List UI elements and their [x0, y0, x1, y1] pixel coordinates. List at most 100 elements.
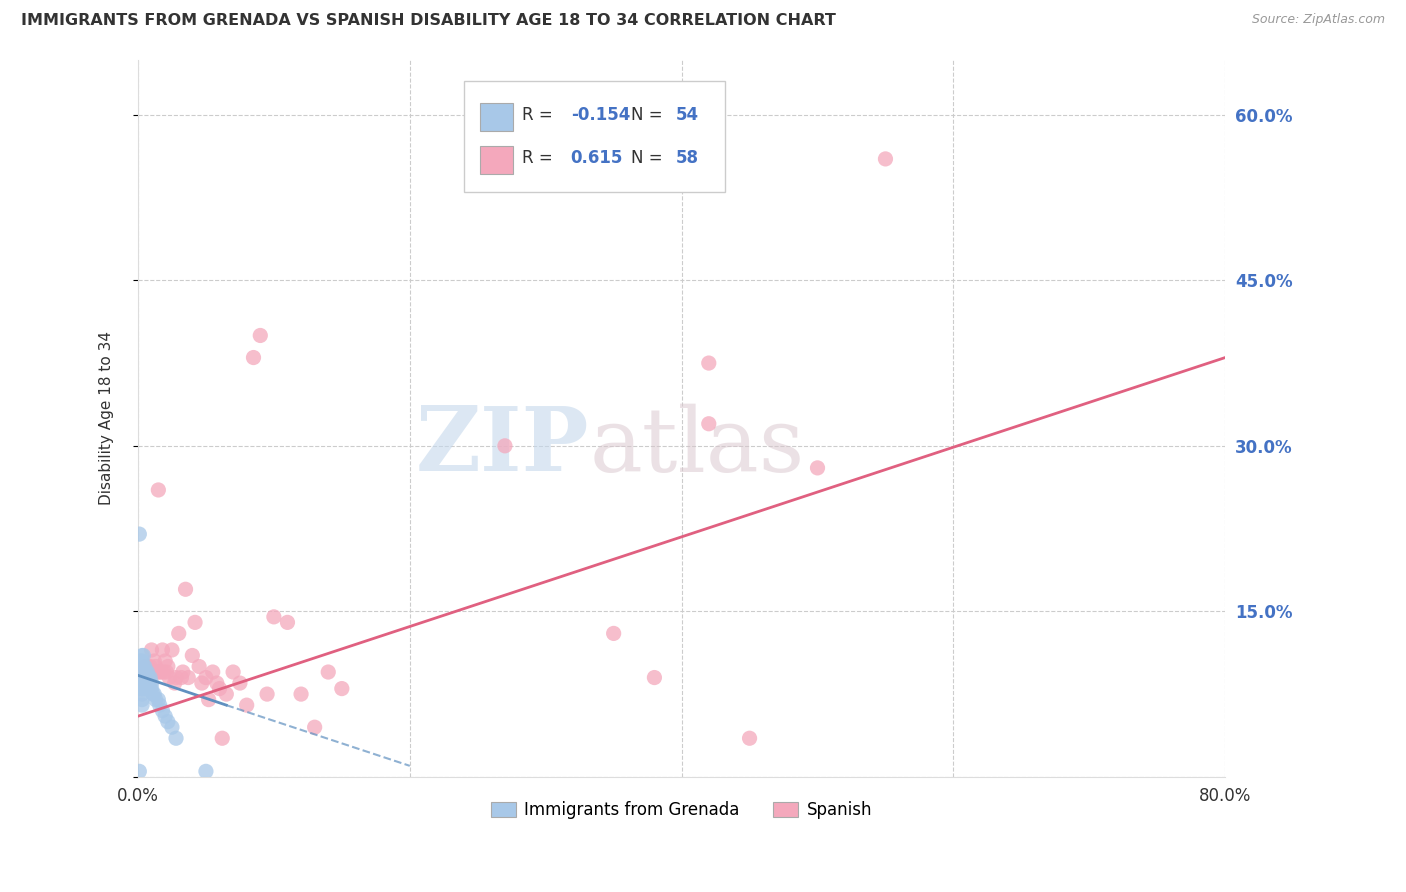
- Point: [290, 687, 312, 701]
- Point: [197, 692, 219, 706]
- Point: [129, 676, 152, 690]
- Point: [141, 676, 163, 690]
- Point: [165, 671, 187, 685]
- Point: [141, 643, 163, 657]
- Point: [149, 665, 172, 679]
- Text: 54: 54: [676, 106, 699, 124]
- Point: [191, 676, 214, 690]
- Point: [132, 676, 155, 690]
- Point: [131, 681, 153, 696]
- Point: [602, 626, 624, 640]
- Point: [194, 764, 217, 779]
- Point: [494, 439, 516, 453]
- Point: [170, 671, 193, 685]
- Text: ZIP: ZIP: [416, 403, 589, 491]
- FancyBboxPatch shape: [481, 103, 513, 131]
- Point: [156, 659, 179, 673]
- Text: Source: ZipAtlas.com: Source: ZipAtlas.com: [1251, 13, 1385, 27]
- Text: atlas: atlas: [589, 403, 804, 491]
- Point: [142, 665, 165, 679]
- Point: [132, 659, 155, 673]
- Point: [134, 659, 156, 673]
- Point: [132, 681, 155, 696]
- Point: [135, 676, 157, 690]
- Point: [249, 328, 271, 343]
- Point: [131, 659, 153, 673]
- Point: [128, 527, 150, 541]
- Point: [152, 665, 174, 679]
- Point: [177, 671, 200, 685]
- Point: [135, 665, 157, 679]
- Point: [129, 681, 152, 696]
- Point: [134, 676, 156, 690]
- Point: [136, 671, 159, 685]
- Point: [211, 731, 233, 746]
- Point: [738, 731, 761, 746]
- Point: [146, 665, 169, 679]
- Point: [129, 659, 152, 673]
- Point: [697, 417, 720, 431]
- Text: 0.615: 0.615: [571, 149, 623, 168]
- Point: [153, 654, 176, 668]
- Point: [129, 665, 152, 679]
- Point: [263, 610, 285, 624]
- Point: [643, 671, 665, 685]
- Text: R =: R =: [522, 106, 558, 124]
- Text: -0.154: -0.154: [571, 106, 630, 124]
- Point: [150, 665, 173, 679]
- Point: [135, 671, 157, 685]
- Point: [152, 704, 174, 718]
- Point: [188, 659, 211, 673]
- Point: [235, 698, 257, 713]
- Point: [875, 152, 897, 166]
- Point: [132, 665, 155, 679]
- Point: [201, 665, 224, 679]
- Point: [128, 676, 150, 690]
- Text: N =: N =: [630, 106, 668, 124]
- Point: [156, 714, 179, 729]
- Point: [143, 654, 166, 668]
- Point: [134, 671, 156, 685]
- Point: [131, 654, 153, 668]
- Point: [208, 681, 231, 696]
- Point: [194, 671, 217, 685]
- Point: [131, 676, 153, 690]
- Point: [184, 615, 207, 630]
- Point: [167, 626, 190, 640]
- Point: [132, 648, 155, 663]
- Point: [174, 582, 197, 597]
- Point: [131, 665, 153, 679]
- Point: [157, 671, 180, 685]
- Point: [145, 692, 167, 706]
- Point: [131, 687, 153, 701]
- Point: [163, 676, 186, 690]
- Point: [143, 687, 166, 701]
- Point: [134, 665, 156, 679]
- Point: [128, 665, 150, 679]
- Point: [142, 687, 165, 701]
- Point: [148, 692, 170, 706]
- Text: 58: 58: [676, 149, 699, 168]
- Point: [129, 654, 152, 668]
- Point: [330, 681, 353, 696]
- Point: [160, 643, 183, 657]
- Point: [128, 764, 150, 779]
- Point: [139, 659, 162, 673]
- Point: [132, 665, 155, 679]
- Point: [136, 676, 159, 690]
- Point: [132, 671, 155, 685]
- Point: [131, 671, 153, 685]
- Point: [806, 461, 828, 475]
- Point: [149, 698, 172, 713]
- Point: [136, 659, 159, 673]
- Point: [181, 648, 204, 663]
- Point: [316, 665, 339, 679]
- Point: [304, 720, 326, 734]
- Point: [136, 665, 159, 679]
- Point: [256, 687, 278, 701]
- Point: [138, 671, 160, 685]
- Point: [139, 681, 162, 696]
- Point: [242, 351, 264, 365]
- Point: [165, 731, 187, 746]
- Point: [138, 665, 160, 679]
